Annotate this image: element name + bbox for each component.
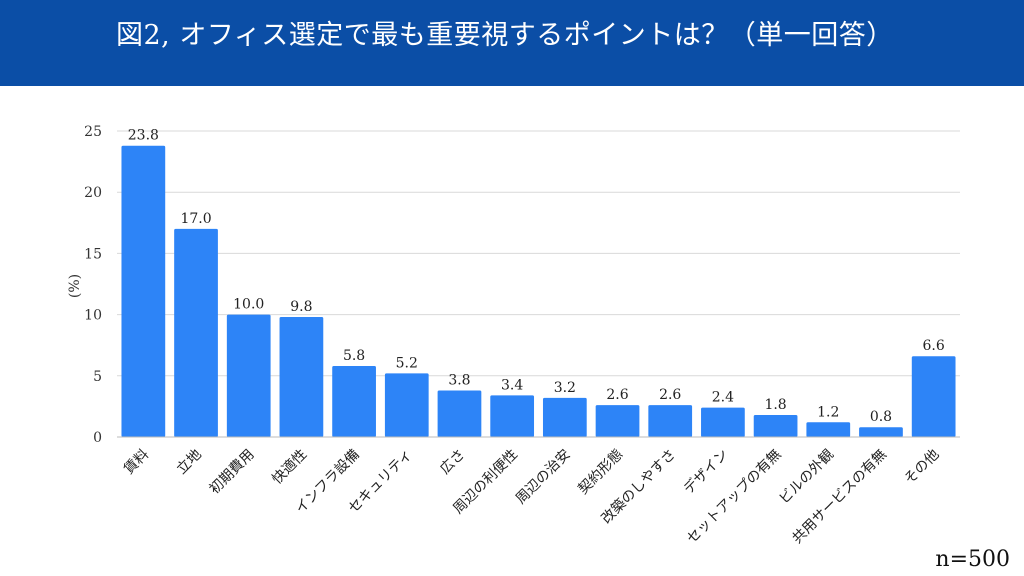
bar bbox=[384, 373, 429, 437]
data-label: 5.8 bbox=[343, 348, 365, 364]
y-tick-label: 10 bbox=[84, 308, 102, 324]
y-tick-label: 5 bbox=[93, 369, 102, 385]
data-label: 23.8 bbox=[128, 128, 159, 144]
bar bbox=[753, 414, 798, 437]
category-label: 賃料 bbox=[121, 447, 152, 478]
bar bbox=[648, 405, 693, 437]
category-label: 広さ bbox=[437, 447, 468, 478]
data-label: 3.2 bbox=[554, 380, 576, 396]
data-label: 2.6 bbox=[606, 387, 628, 403]
data-label: 1.8 bbox=[764, 397, 786, 413]
category-label: デザイン bbox=[680, 446, 732, 498]
category-label: 初期費用 bbox=[206, 446, 258, 498]
bar bbox=[279, 317, 324, 437]
category-label: 周辺の治安 bbox=[513, 447, 574, 508]
data-label: 17.0 bbox=[180, 211, 211, 227]
y-tick-label: 15 bbox=[84, 246, 102, 262]
bar bbox=[490, 395, 535, 437]
category-label: その他 bbox=[901, 447, 942, 488]
bar bbox=[174, 228, 218, 437]
bar bbox=[542, 397, 587, 437]
bar bbox=[226, 314, 271, 437]
bar bbox=[332, 366, 376, 437]
sample-size-label: n=500 bbox=[935, 547, 1010, 572]
data-label: 5.2 bbox=[396, 355, 418, 371]
y-tick-label: 25 bbox=[84, 124, 102, 140]
bar bbox=[911, 356, 956, 437]
y-tick-label: 20 bbox=[84, 185, 102, 201]
category-label: 共用サービスの有無 bbox=[789, 447, 889, 547]
y-tick-label: 0 bbox=[93, 430, 102, 446]
data-label: 1.2 bbox=[817, 404, 839, 420]
bar bbox=[121, 145, 166, 438]
bar bbox=[437, 390, 482, 437]
bar bbox=[859, 427, 903, 437]
title-banner: 図2, オフィス選定で最も重要視するポイントは？（単一回答） bbox=[0, 0, 1024, 86]
bar bbox=[701, 407, 745, 437]
chart-area: 0 5 10 15 20 25 (%) 23.8 賃料 17.0 立地 10.0 初期費用 9.8 快適性 5… bbox=[0, 86, 1024, 576]
data-label: 6.6 bbox=[923, 338, 945, 354]
y-axis-label: (%) bbox=[67, 274, 83, 298]
data-label: 9.8 bbox=[290, 299, 312, 315]
category-label: 快適性 bbox=[269, 446, 311, 488]
page-title: 図2, オフィス選定で最も重要視するポイントは？（単一回答） bbox=[116, 20, 894, 51]
data-label: 3.8 bbox=[448, 372, 470, 388]
category-label: セットアップの有無 bbox=[684, 447, 784, 547]
data-label: 0.8 bbox=[870, 409, 892, 425]
category-label: 契約形態 bbox=[575, 447, 626, 498]
category-label: 立地 bbox=[174, 447, 205, 478]
data-label: 3.4 bbox=[501, 377, 523, 393]
bar-chart: 0 5 10 15 20 25 (%) 23.8 賃料 17.0 立地 10.0 初期費用 9.8 快適性 5… bbox=[67, 124, 960, 547]
data-label: 10.0 bbox=[233, 297, 264, 313]
data-label: 2.6 bbox=[659, 387, 681, 403]
data-label: 2.4 bbox=[712, 390, 734, 406]
bar bbox=[595, 405, 640, 437]
bar bbox=[806, 422, 851, 437]
